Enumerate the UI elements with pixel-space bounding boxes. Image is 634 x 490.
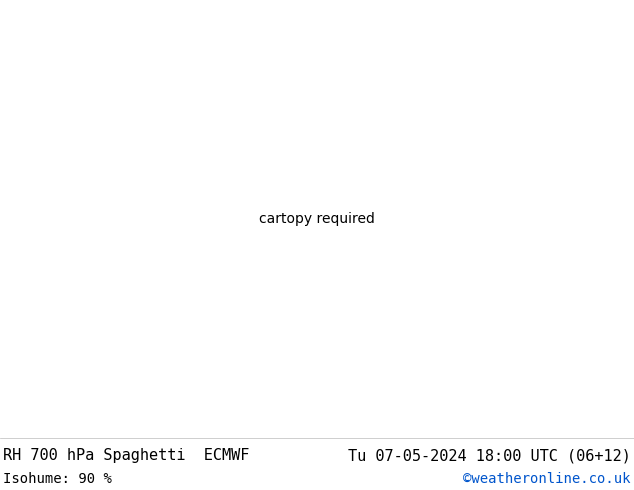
Text: Tu 07-05-2024 18:00 UTC (06+12): Tu 07-05-2024 18:00 UTC (06+12) <box>348 448 631 464</box>
Text: RH 700 hPa Spaghetti  ECMWF: RH 700 hPa Spaghetti ECMWF <box>3 448 250 464</box>
Text: ©weatheronline.co.uk: ©weatheronline.co.uk <box>463 472 631 486</box>
Text: cartopy required: cartopy required <box>259 212 375 226</box>
Text: Isohume: 90 %: Isohume: 90 % <box>3 472 112 486</box>
